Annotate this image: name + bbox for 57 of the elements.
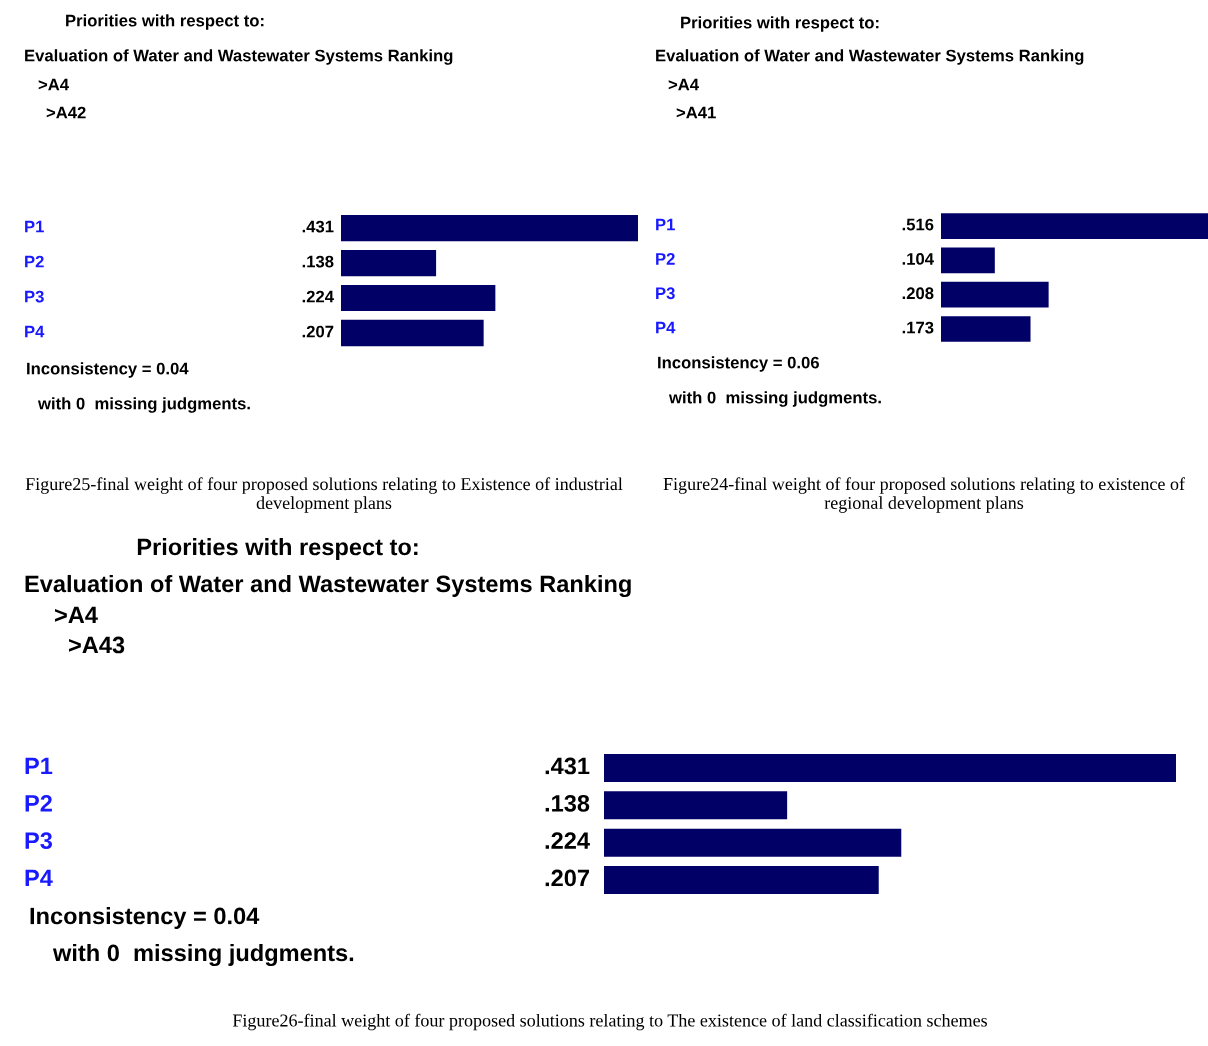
text: Evaluation of Water and Wastewater Systems Ranking <box>25 574 631 598</box>
bar <box>604 828 902 857</box>
data-label: .431 <box>545 757 590 775</box>
bar <box>341 284 496 312</box>
data-label: .224 <box>545 832 590 849</box>
text: >A43 <box>68 636 125 654</box>
y-tick-label: P3 <box>25 832 53 850</box>
y-tick-label: P2 <box>25 255 44 268</box>
y-tick-label: P3 <box>25 290 44 303</box>
data-label: .104 <box>902 253 934 265</box>
data-label: .431 <box>302 220 334 233</box>
text: Priorities with respect to: <box>137 537 418 561</box>
text: Inconsistency = 0.04 <box>30 906 260 930</box>
data-label: .224 <box>302 290 334 303</box>
y-tick-label: P3 <box>656 287 675 300</box>
text: Priorities with respect to: <box>681 16 879 32</box>
y-tick-label: P1 <box>25 220 44 233</box>
text: with 0 missing judgments. <box>37 397 250 413</box>
data-label: .516 <box>902 218 934 231</box>
bar <box>941 213 1208 239</box>
data-label: .207 <box>545 869 589 887</box>
text: Priorities with respect to: <box>66 14 264 30</box>
bar <box>941 316 1031 342</box>
bar <box>604 754 1176 782</box>
text: Inconsistency = 0.04 <box>27 362 189 378</box>
bar <box>941 281 1049 308</box>
y-tick-label: P2 <box>25 794 52 812</box>
bar <box>341 319 484 347</box>
bar <box>941 247 995 274</box>
data-label: .208 <box>902 287 934 300</box>
y-tick-label: P1 <box>25 757 53 775</box>
y-tick-label: P1 <box>656 218 675 231</box>
text: >A4 <box>38 78 69 91</box>
bar <box>341 249 437 277</box>
text: >A4 <box>668 78 699 91</box>
bar <box>341 214 638 242</box>
y-tick-label: P4 <box>656 321 676 334</box>
text: with 0 missing judgments. <box>668 391 881 407</box>
caption: Figure26-final weight of four proposed solutions relating to The existence of land classification schemes <box>232 1013 987 1031</box>
chart-subtitle: Evaluation of Water and Wastewater Systems Ranking <box>656 49 1084 65</box>
text: >A4 <box>54 606 98 624</box>
data-label: .138 <box>545 794 590 812</box>
data-label: .207 <box>302 325 334 338</box>
text: Inconsistency = 0.06 <box>658 356 819 372</box>
data-label: .173 <box>902 321 934 334</box>
text: >A42 <box>46 106 86 119</box>
bar <box>604 866 879 894</box>
y-tick-label: P4 <box>25 869 53 887</box>
caption: Figure24-final weight of four proposed solutions relating to existence of regional development plans <box>663 477 1185 513</box>
data-label: .138 <box>302 255 334 268</box>
text: >A41 <box>676 106 716 119</box>
text: with 0 missing judgments. <box>52 943 354 967</box>
chart-subtitle: Evaluation of Water and Wastewater Systems Ranking <box>25 49 453 65</box>
caption: Figure25-final weight of four proposed solutions relating to Existence of industrial development plans <box>25 477 623 513</box>
y-tick-label: P4 <box>25 325 45 338</box>
bar <box>604 791 788 820</box>
y-tick-label: P2 <box>656 253 675 265</box>
